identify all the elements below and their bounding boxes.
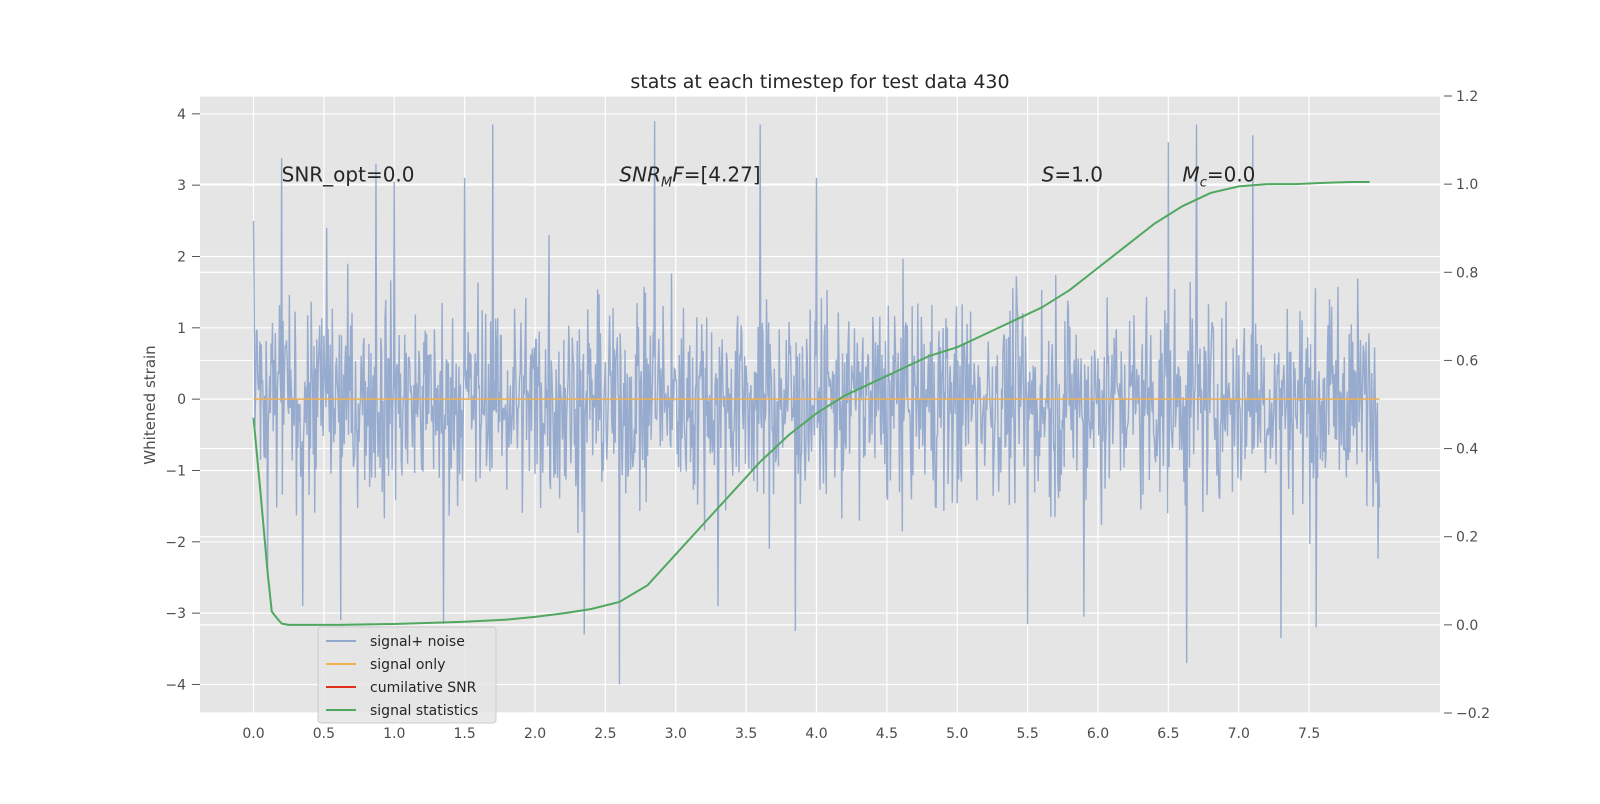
- y-tick-label: 4: [177, 107, 186, 123]
- x-tick-label: 3.0: [665, 726, 687, 742]
- x-tick-label: 2.0: [524, 726, 546, 742]
- y-tick-label: 2: [177, 249, 186, 265]
- legend-label: cumilative SNR: [370, 680, 477, 696]
- y-tick-label: 0: [177, 392, 186, 408]
- chart-title: stats at each timestep for test data 430: [630, 71, 1009, 93]
- annotation-1: SNRMF=[4.27]: [619, 163, 760, 191]
- y-tick-label: −3: [165, 606, 186, 622]
- y2-tick-label: −0.2: [1456, 706, 1490, 722]
- y2-tick-label: 0.6: [1456, 353, 1478, 369]
- x-tick-label: 4.0: [805, 726, 827, 742]
- y2-tick-label: 0.4: [1456, 442, 1478, 458]
- signal-noise-layer: [252, 120, 1381, 685]
- x-tick-label: 1.5: [453, 726, 475, 742]
- x-tick-label: 7.5: [1298, 726, 1320, 742]
- series-line-signal-plus-noise: [252, 120, 1381, 685]
- legend: signal+ noise signal only cumilative SNR si…: [317, 626, 497, 724]
- y-tick-label: 3: [177, 178, 186, 194]
- y-tick-label: −1: [165, 463, 186, 479]
- y2-tick-label: 1.0: [1456, 177, 1478, 193]
- x-tick-label: 0.5: [313, 726, 335, 742]
- x-tick-label: 5.0: [946, 726, 968, 742]
- y-tick-label: 1: [177, 321, 186, 337]
- y2-tick-label: 1.2: [1456, 89, 1478, 105]
- axes-layer: 0.0 0.5 1.0 1.5 2.0 2.5 3.0 3.5 4.0 4.5 5.0 5.5 6.0 6…: [165, 89, 1490, 742]
- annotation-0: SNR_opt=0.0: [282, 163, 415, 187]
- x-tick-label: 2.5: [594, 726, 616, 742]
- y-tick-label: −2: [165, 535, 186, 551]
- y-tick-label: −4: [165, 677, 186, 693]
- x-tick-label: 0.0: [242, 726, 264, 742]
- y2-tick-label: 0.0: [1456, 618, 1478, 634]
- annotation-3: Mc=0.0: [1182, 163, 1255, 191]
- y2-tick-label: 0.8: [1456, 265, 1478, 281]
- legend-label: signal statistics: [370, 703, 478, 719]
- y2-tick-label: 0.2: [1456, 530, 1478, 546]
- x-tick-label: 5.5: [1016, 726, 1038, 742]
- legend-label: signal+ noise: [370, 634, 465, 650]
- x-tick-label: 7.0: [1228, 726, 1250, 742]
- annotation-2: S=1.0: [1042, 163, 1103, 187]
- annotation-layer: SNR_opt=0.0 SNRMF=[4.27] S=1.0 Mc=0.0: [282, 163, 1256, 191]
- x-tick-label: 3.5: [735, 726, 757, 742]
- x-tick-label: 4.5: [876, 726, 898, 742]
- y-axis-label: Whitened strain: [141, 345, 159, 464]
- legend-box: [317, 626, 497, 724]
- series-layer: [252, 180, 1380, 626]
- x-tick-label: 6.5: [1157, 726, 1179, 742]
- x-tick-label: 6.0: [1087, 726, 1109, 742]
- x-tick-label: 1.0: [383, 726, 405, 742]
- series-line-signal-statistics: [252, 180, 1370, 626]
- legend-label: signal only: [370, 657, 445, 673]
